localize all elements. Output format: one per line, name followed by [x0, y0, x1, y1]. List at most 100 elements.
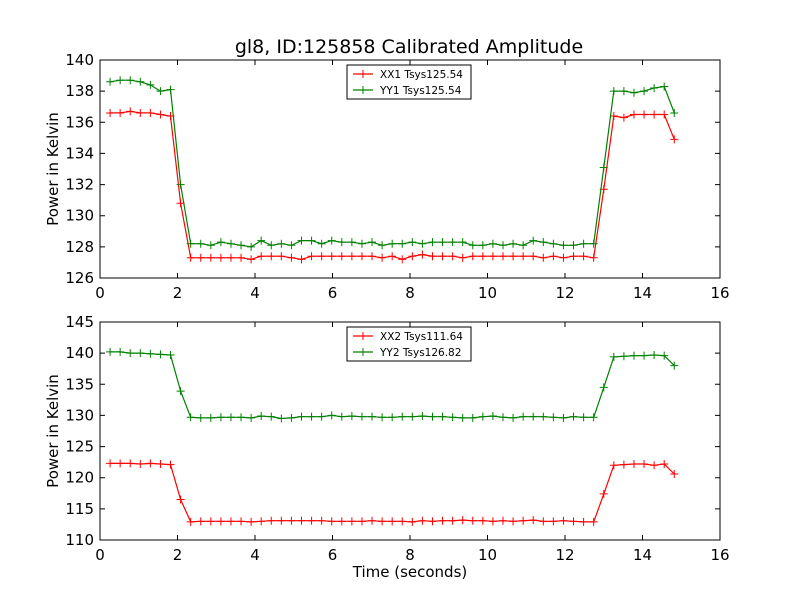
data-point [559, 241, 568, 250]
data-point [226, 517, 235, 526]
data-point [116, 76, 125, 85]
data-point [418, 239, 427, 248]
data-point [579, 517, 588, 526]
data-point [196, 239, 205, 248]
y-tick-label: 145 [65, 313, 94, 331]
data-point [569, 517, 578, 526]
data-point [499, 413, 507, 422]
data-point [569, 412, 578, 421]
legend-box [346, 64, 472, 100]
data-point [529, 236, 538, 245]
data-point [428, 517, 437, 526]
legend-entry: YY1 Tsys125.54 [379, 85, 462, 97]
data-point [640, 110, 649, 119]
data-point [599, 383, 608, 392]
data-point [509, 239, 518, 248]
x-tick-label: 16 [710, 284, 729, 302]
data-point [488, 412, 497, 421]
data-point [357, 239, 366, 248]
data-point [226, 239, 235, 248]
data-point [206, 241, 215, 250]
data-point [247, 242, 256, 251]
y-tick-label: 132 [65, 176, 94, 194]
data-point [458, 253, 467, 262]
data-point [287, 516, 296, 525]
data-point [519, 516, 528, 525]
data-point [257, 252, 266, 261]
legend-entry: XX1 Tsys125.54 [380, 69, 463, 81]
data-point [267, 516, 276, 525]
data-point [458, 516, 467, 525]
data-point [428, 252, 437, 261]
data-point [226, 413, 235, 422]
data-point [589, 239, 598, 248]
data-point [247, 517, 256, 526]
data-point [650, 461, 659, 470]
data-point [579, 239, 588, 248]
data-point [579, 413, 588, 422]
data-point [277, 414, 286, 423]
data-point [650, 110, 659, 119]
data-point [549, 413, 558, 422]
data-point [539, 517, 548, 526]
data-point [599, 163, 608, 172]
data-point [488, 252, 497, 261]
data-point [186, 413, 195, 422]
data-point [438, 238, 447, 247]
data-point [337, 238, 346, 247]
x-tick-label: 14 [633, 284, 652, 302]
data-point [499, 516, 507, 525]
data-point [206, 517, 215, 526]
y-tick-label: 110 [65, 531, 94, 549]
data-point [297, 236, 306, 245]
data-point [619, 352, 628, 361]
data-point [176, 180, 185, 189]
data-point [146, 459, 155, 468]
data-point [660, 110, 669, 119]
data-point [589, 413, 598, 422]
data-point [408, 517, 417, 526]
data-point [106, 77, 115, 86]
data-point [549, 239, 558, 248]
data-point [347, 238, 356, 247]
data-point [408, 238, 417, 247]
data-point [368, 516, 377, 525]
data-point [106, 459, 115, 468]
data-point [418, 516, 427, 525]
data-point [670, 469, 679, 478]
data-point [257, 236, 266, 245]
x-tick-label: 12 [555, 284, 574, 302]
data-point [388, 239, 397, 248]
data-point [640, 460, 649, 469]
data-point [619, 113, 628, 122]
data-point [146, 80, 155, 89]
data-point [569, 241, 578, 250]
x-tick-label: 0 [95, 546, 105, 564]
y-tick-label: 115 [65, 500, 94, 518]
data-point [640, 87, 649, 96]
data-point [509, 517, 518, 526]
x-tick-label: 16 [710, 546, 729, 564]
data-point [196, 413, 205, 422]
y-tick-label: 130 [65, 207, 94, 225]
data-point [277, 239, 286, 248]
data-point [307, 516, 316, 525]
data-point [398, 239, 407, 248]
data-point [216, 517, 225, 526]
x-axis-label: Time (seconds) [352, 563, 468, 581]
data-point [378, 413, 387, 422]
data-point [307, 412, 316, 421]
data-point [337, 252, 346, 261]
data-point [206, 413, 215, 422]
data-point [599, 489, 608, 498]
x-tick-label: 6 [328, 284, 338, 302]
data-point [660, 460, 669, 469]
data-point [660, 351, 669, 360]
data-point [388, 413, 397, 422]
data-point [478, 516, 487, 525]
chart-title: gl8, ID:125858 Calibrated Amplitude [235, 36, 583, 58]
y-tick-label: 134 [65, 144, 94, 162]
data-point [247, 255, 256, 264]
data-point [337, 517, 346, 526]
